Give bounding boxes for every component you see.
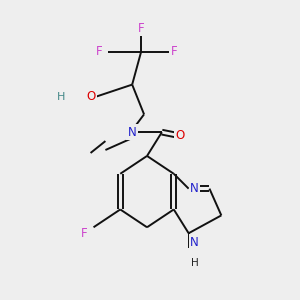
Text: N: N <box>128 126 136 139</box>
Text: O: O <box>86 90 95 103</box>
Text: H: H <box>57 92 65 101</box>
Text: N: N <box>190 236 199 249</box>
Text: H: H <box>191 258 199 268</box>
Text: F: F <box>138 22 144 34</box>
Text: F: F <box>96 45 103 58</box>
Text: F: F <box>81 227 88 240</box>
Text: O: O <box>175 129 184 142</box>
Text: N: N <box>190 182 199 195</box>
Text: F: F <box>170 45 177 58</box>
